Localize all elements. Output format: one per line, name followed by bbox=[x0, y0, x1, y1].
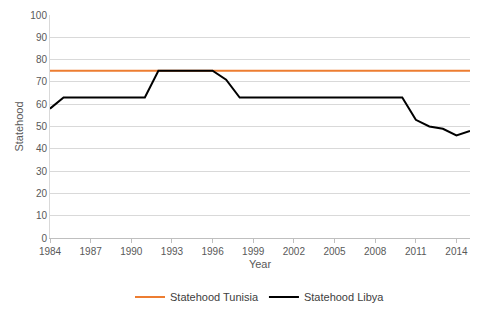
svg-text:Statehood: Statehood bbox=[13, 101, 25, 151]
svg-text:90: 90 bbox=[36, 32, 48, 43]
svg-text:2005: 2005 bbox=[323, 246, 346, 257]
svg-text:1987: 1987 bbox=[80, 246, 103, 257]
svg-text:1990: 1990 bbox=[120, 246, 143, 257]
svg-text:100: 100 bbox=[30, 10, 47, 21]
svg-text:30: 30 bbox=[36, 166, 48, 177]
svg-text:Year: Year bbox=[249, 258, 272, 270]
svg-text:Statehood Tunisia: Statehood Tunisia bbox=[170, 291, 259, 303]
svg-text:1984: 1984 bbox=[39, 246, 62, 257]
svg-text:40: 40 bbox=[36, 143, 48, 154]
svg-text:2014: 2014 bbox=[445, 246, 468, 257]
svg-text:0: 0 bbox=[41, 233, 47, 244]
svg-text:Statehood Libya: Statehood Libya bbox=[304, 291, 384, 303]
svg-text:1993: 1993 bbox=[161, 246, 184, 257]
svg-text:2002: 2002 bbox=[283, 246, 306, 257]
svg-text:80: 80 bbox=[36, 54, 48, 65]
svg-text:1996: 1996 bbox=[201, 246, 224, 257]
svg-text:1999: 1999 bbox=[242, 246, 265, 257]
svg-text:50: 50 bbox=[36, 121, 48, 132]
svg-text:2011: 2011 bbox=[405, 246, 427, 257]
svg-text:60: 60 bbox=[36, 99, 48, 110]
svg-text:2008: 2008 bbox=[364, 246, 387, 257]
svg-text:10: 10 bbox=[36, 210, 48, 221]
svg-text:20: 20 bbox=[36, 188, 48, 199]
svg-text:70: 70 bbox=[36, 76, 48, 87]
